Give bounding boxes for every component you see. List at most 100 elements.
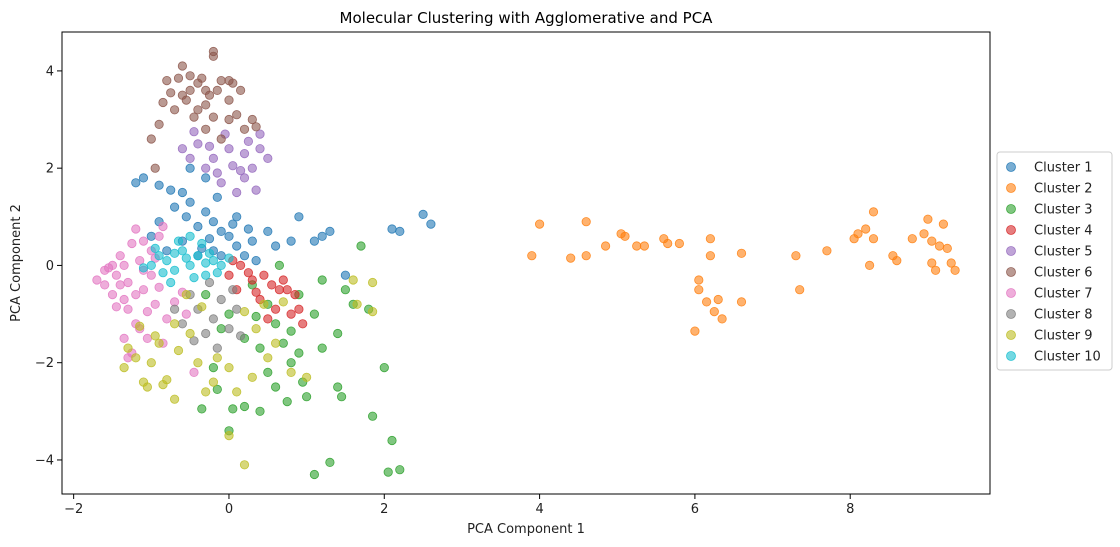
- point-cluster-9: [120, 363, 128, 371]
- point-cluster-1: [310, 237, 318, 245]
- point-cluster-3: [380, 363, 388, 371]
- point-cluster-7: [155, 232, 163, 240]
- point-cluster-1: [225, 232, 233, 240]
- point-cluster-5: [190, 128, 198, 136]
- point-cluster-6: [236, 86, 244, 94]
- point-cluster-2: [796, 286, 804, 294]
- point-cluster-9: [353, 300, 361, 308]
- point-cluster-8: [178, 320, 186, 328]
- point-cluster-6: [225, 76, 233, 84]
- point-cluster-1: [217, 252, 225, 260]
- point-cluster-8: [217, 295, 225, 303]
- point-cluster-7: [190, 368, 198, 376]
- point-cluster-8: [213, 344, 221, 352]
- point-cluster-7: [112, 271, 120, 279]
- point-cluster-6: [213, 86, 221, 94]
- point-cluster-2: [931, 266, 939, 274]
- chart-title: Molecular Clustering with Agglomerative …: [340, 9, 714, 27]
- point-cluster-5: [194, 140, 202, 148]
- point-cluster-4: [264, 315, 272, 323]
- point-cluster-7: [147, 271, 155, 279]
- point-cluster-1: [186, 198, 194, 206]
- point-cluster-7: [182, 310, 190, 318]
- point-cluster-3: [287, 327, 295, 335]
- point-cluster-10: [182, 254, 190, 262]
- point-cluster-4: [295, 305, 303, 313]
- point-cluster-7: [139, 237, 147, 245]
- point-cluster-3: [341, 286, 349, 294]
- point-cluster-6: [209, 47, 217, 55]
- point-cluster-1: [163, 247, 171, 255]
- point-cluster-2: [737, 249, 745, 257]
- point-cluster-6: [178, 62, 186, 70]
- point-cluster-5: [225, 145, 233, 153]
- point-cluster-9: [209, 378, 217, 386]
- point-cluster-3: [225, 310, 233, 318]
- legend-label: Cluster 10: [1034, 350, 1101, 365]
- legend-marker: [1007, 289, 1016, 298]
- point-cluster-5: [248, 164, 256, 172]
- point-cluster-10: [202, 259, 210, 267]
- point-cluster-2: [908, 235, 916, 243]
- point-cluster-3: [310, 310, 318, 318]
- point-cluster-3: [337, 393, 345, 401]
- point-cluster-2: [691, 327, 699, 335]
- point-cluster-9: [368, 307, 376, 315]
- point-cluster-1: [202, 208, 210, 216]
- point-cluster-6: [163, 76, 171, 84]
- point-cluster-9: [248, 373, 256, 381]
- point-cluster-9: [240, 307, 248, 315]
- point-cluster-4: [236, 261, 244, 269]
- point-cluster-7: [120, 261, 128, 269]
- point-cluster-6: [205, 91, 213, 99]
- point-cluster-3: [287, 359, 295, 367]
- point-cluster-9: [170, 320, 178, 328]
- point-cluster-2: [702, 298, 710, 306]
- point-cluster-3: [279, 339, 287, 347]
- point-cluster-3: [271, 383, 279, 391]
- point-cluster-9: [225, 363, 233, 371]
- point-cluster-4: [268, 281, 276, 289]
- point-cluster-6: [217, 135, 225, 143]
- point-cluster-1: [295, 213, 303, 221]
- point-cluster-9: [302, 373, 310, 381]
- point-cluster-1: [205, 235, 213, 243]
- point-cluster-10: [151, 244, 159, 252]
- point-cluster-8: [170, 305, 178, 313]
- point-cluster-4: [299, 320, 307, 328]
- point-cluster-5: [229, 162, 237, 170]
- point-cluster-10: [174, 237, 182, 245]
- point-cluster-8: [229, 286, 237, 294]
- point-cluster-3: [384, 468, 392, 476]
- point-cluster-7: [108, 290, 116, 298]
- point-cluster-7: [116, 281, 124, 289]
- point-cluster-10: [202, 271, 210, 279]
- point-cluster-4: [271, 305, 279, 313]
- point-cluster-7: [104, 264, 112, 272]
- legend-marker: [1007, 310, 1016, 319]
- point-cluster-1: [318, 232, 326, 240]
- point-cluster-6: [170, 106, 178, 114]
- point-cluster-2: [601, 242, 609, 250]
- point-cluster-5: [205, 142, 213, 150]
- y-tick-label: 2: [46, 162, 54, 177]
- point-cluster-3: [318, 344, 326, 352]
- x-tick-label: 2: [380, 502, 388, 517]
- point-cluster-6: [217, 76, 225, 84]
- legend-marker: [1007, 331, 1016, 340]
- point-cluster-2: [582, 218, 590, 226]
- point-cluster-3: [357, 242, 365, 250]
- point-cluster-6: [186, 86, 194, 94]
- point-cluster-6: [225, 115, 233, 123]
- point-cluster-4: [252, 288, 260, 296]
- point-cluster-2: [920, 230, 928, 238]
- point-cluster-9: [225, 431, 233, 439]
- point-cluster-10: [159, 269, 167, 277]
- point-cluster-2: [714, 295, 722, 303]
- point-cluster-1: [326, 227, 334, 235]
- point-cluster-6: [202, 125, 210, 133]
- point-cluster-4: [291, 290, 299, 298]
- point-cluster-2: [854, 230, 862, 238]
- y-tick-label: −2: [35, 356, 54, 371]
- point-cluster-10: [167, 278, 175, 286]
